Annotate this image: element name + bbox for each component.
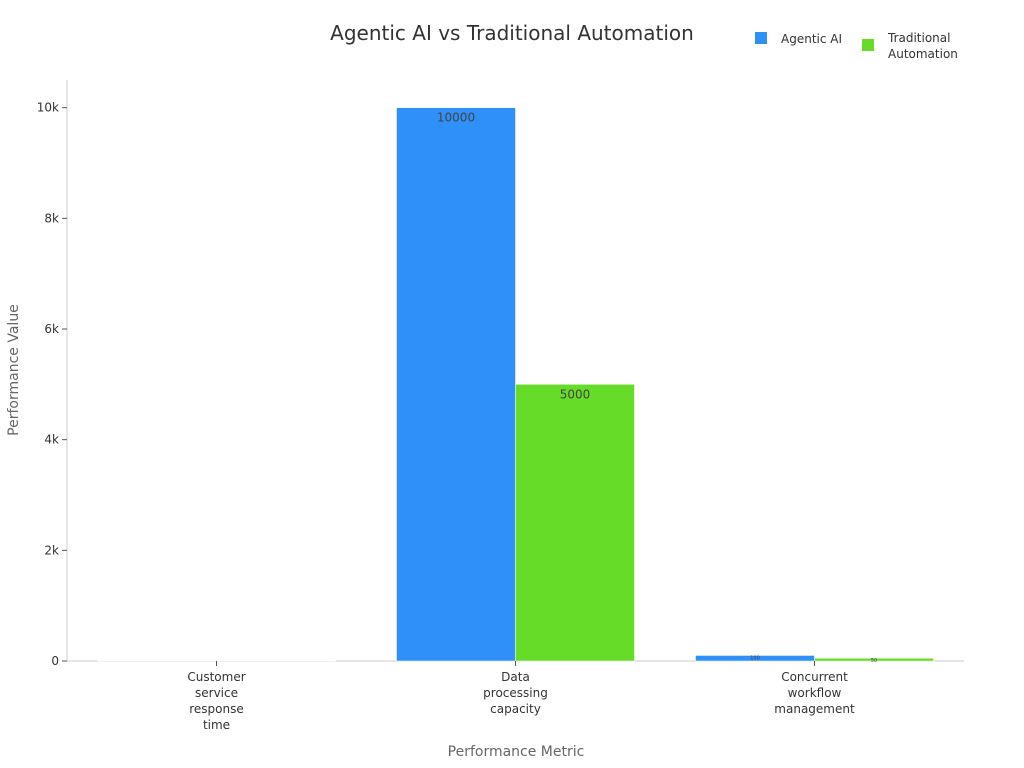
chart-title: Agentic AI vs Traditional Automation [330, 21, 694, 45]
y-axis-title: Performance Value [6, 304, 22, 436]
bar [216, 660, 336, 662]
legend-swatch [755, 32, 767, 44]
legend-label: Agentic AI [781, 32, 842, 46]
bar [97, 660, 217, 662]
y-tick-label: 0 [51, 654, 59, 668]
y-tick-label: 10k [37, 101, 59, 115]
y-tick-label: 6k [44, 322, 59, 336]
data-label: 5000 [560, 387, 591, 401]
data-label: 100 [750, 655, 760, 661]
legend-swatch [862, 39, 874, 51]
x-axis-title: Performance Metric [448, 744, 585, 760]
y-tick-label: 4k [44, 433, 59, 447]
data-label: 10000 [437, 111, 475, 125]
y-tick-label: 8k [44, 211, 59, 225]
bar [396, 107, 516, 662]
legend: Agentic AI Traditional Automation [755, 31, 958, 61]
data-label: 50 [871, 658, 877, 664]
y-tick-label: 2k [44, 543, 59, 557]
legend-label: Traditional Automation [887, 31, 958, 61]
bar [814, 657, 934, 662]
x-tick-label: Concurrent workflow management [774, 670, 855, 716]
x-tick-label: Data processing capacity [483, 670, 548, 716]
bar [515, 384, 635, 662]
plot-area: 0 2k 4k 6k 8k 10k Customer service response time 1… [37, 80, 964, 732]
x-tick-label: Customer service response time [187, 670, 245, 732]
